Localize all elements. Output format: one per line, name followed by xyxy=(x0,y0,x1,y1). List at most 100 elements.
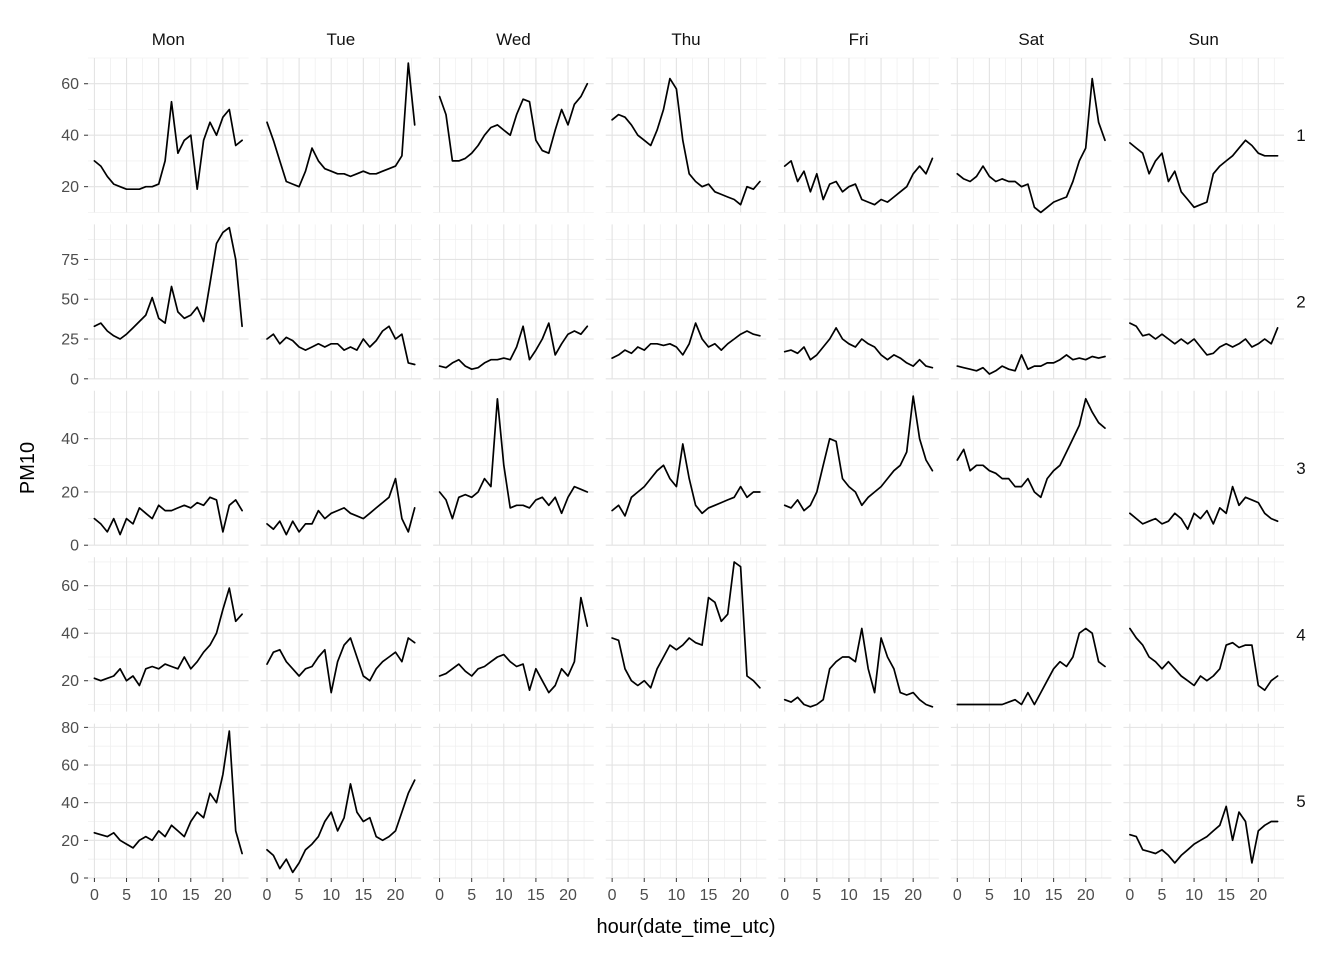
x-tick-label: 15 xyxy=(1045,887,1063,904)
y-tick-label: 60 xyxy=(61,76,79,93)
pm10-line-series xyxy=(93,226,243,340)
panel-background xyxy=(433,390,594,546)
pm10-line-series xyxy=(956,354,1106,375)
facet-panel-sun-week1 xyxy=(1123,57,1284,213)
pm10-line-series xyxy=(611,77,761,206)
panel-background xyxy=(950,557,1112,712)
facet-panel-thu-week4 xyxy=(605,557,767,712)
x-tick-label: 15 xyxy=(354,887,372,904)
y-tick-label: 40 xyxy=(61,431,79,448)
pm10-line-series xyxy=(266,637,416,694)
x-tick-label: 15 xyxy=(1217,887,1235,904)
pm10-line-series xyxy=(783,395,934,512)
panel-background xyxy=(88,557,249,712)
pm10-line-series xyxy=(956,397,1106,499)
facet-panel-fri-week1 xyxy=(778,57,939,213)
panel-background xyxy=(433,224,594,379)
y-tick-label: 40 xyxy=(61,626,79,643)
pm10-line-series xyxy=(438,596,589,694)
facet-panel-mon-week5: 0 5 10 15 20 xyxy=(88,723,249,904)
panel-background xyxy=(260,224,422,379)
x-tick-label: 15 xyxy=(527,887,545,904)
panel-background xyxy=(1123,557,1284,712)
facet-panel-sat-week2 xyxy=(950,224,1112,380)
pm10-line-series xyxy=(93,496,243,536)
pm10-line-series xyxy=(93,100,243,191)
x-tick-label: 10 xyxy=(667,887,685,904)
x-tick-label: 0 xyxy=(953,887,962,904)
panel-background xyxy=(433,557,594,712)
panel-background xyxy=(605,390,767,546)
x-tick-label: 20 xyxy=(1249,887,1267,904)
facet-panel-tue-week2 xyxy=(260,224,422,380)
panel-background xyxy=(950,224,1112,379)
pm10-line-series xyxy=(438,82,589,162)
facet-panel-mon-week3 xyxy=(88,390,249,546)
row-facet-label-1: 1 xyxy=(1296,126,1305,145)
panel-background xyxy=(778,723,939,878)
x-tick-label: 0 xyxy=(435,887,444,904)
pm10-line-series xyxy=(1129,139,1279,209)
y-tick-label: 0 xyxy=(70,371,79,388)
panel-background xyxy=(605,224,767,379)
pm10-line-series xyxy=(266,325,416,366)
panel-background xyxy=(1123,723,1284,878)
y-tick-label: 20 xyxy=(61,484,79,501)
y-tick-label: 20 xyxy=(61,673,79,690)
y-axis-title: PM10 xyxy=(17,441,39,495)
pm10-line-series xyxy=(93,587,243,687)
panel-background xyxy=(260,557,422,712)
facet-panel-sun-week5: 0 5 10 15 20 xyxy=(1123,723,1284,904)
facet-panel-mon-week2 xyxy=(88,224,249,380)
x-tick-label: 10 xyxy=(840,887,858,904)
facet-panel-sun-week3 xyxy=(1123,390,1284,546)
pm10-line-series xyxy=(266,62,416,188)
y-tick-label: 50 xyxy=(61,292,79,309)
panel-background xyxy=(1123,390,1284,546)
col-facet-label-tue: Tue xyxy=(327,30,356,49)
x-tick-label: 10 xyxy=(1185,887,1203,904)
col-facet-label-mon: Mon xyxy=(152,30,185,49)
panel-background xyxy=(1123,224,1284,379)
x-tick-label: 5 xyxy=(985,887,994,904)
facet-panel-sat-week3 xyxy=(950,390,1112,546)
y-tick-label: 25 xyxy=(61,332,79,349)
pm10-line-series xyxy=(956,77,1106,214)
facet-panel-wed-week2 xyxy=(433,224,594,380)
pm10-line-series xyxy=(783,327,934,369)
x-tick-label: 5 xyxy=(1158,887,1167,904)
pm10-line-series xyxy=(1129,627,1279,692)
facet-panel-wed-week1 xyxy=(433,57,594,213)
pm10-line-series xyxy=(611,443,761,517)
col-facet-label-wed: Wed xyxy=(496,30,531,49)
facet-panel-mon-week4 xyxy=(88,557,249,712)
row-facet-label-2: 2 xyxy=(1296,293,1305,312)
facet-panel-thu-week1 xyxy=(605,57,767,213)
y-tick-label: 60 xyxy=(61,758,79,775)
pm10-line-series xyxy=(266,779,416,874)
y-tick-label: 80 xyxy=(61,720,79,737)
facet-panel-tue-week3 xyxy=(260,390,422,546)
y-tick-label: 0 xyxy=(70,871,79,888)
panel-background xyxy=(605,723,767,878)
x-tick-label: 15 xyxy=(700,887,718,904)
pm10-line-series xyxy=(783,157,934,206)
x-tick-label: 10 xyxy=(495,887,513,904)
x-tick-label: 5 xyxy=(812,887,821,904)
panel-background xyxy=(778,557,939,712)
facet-panel-sat-week4 xyxy=(950,557,1112,712)
x-tick-label: 0 xyxy=(1125,887,1134,904)
col-facet-label-fri: Fri xyxy=(849,30,869,49)
facet-panel-tue-week4 xyxy=(260,557,422,712)
pm10-line-series xyxy=(956,627,1106,706)
facet-panel-wed-week5: 0 5 10 15 20 xyxy=(433,723,594,904)
row-facet-label-5: 5 xyxy=(1296,792,1305,811)
row-facet-label-4: 4 xyxy=(1296,625,1305,644)
x-tick-label: 0 xyxy=(608,887,617,904)
facet-panel-thu-week2 xyxy=(605,224,767,380)
x-tick-label: 20 xyxy=(559,887,577,904)
y-tick-label: 60 xyxy=(61,578,79,595)
facet-panel-thu-week3 xyxy=(605,390,767,546)
panel-background xyxy=(778,224,939,379)
